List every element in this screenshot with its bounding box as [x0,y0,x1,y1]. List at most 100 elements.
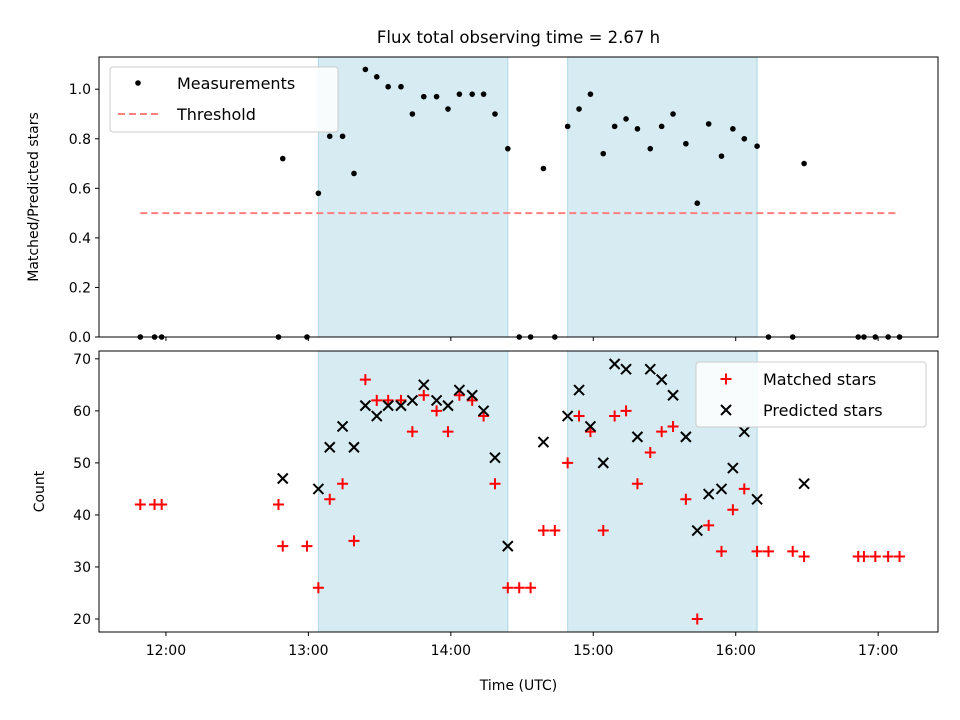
measurement-point [362,66,369,73]
measurement-point [373,74,380,80]
predicted-star-point [277,472,289,485]
measurement-point [315,190,322,197]
matched-star-point [371,394,383,406]
measurement-point [480,91,487,97]
matched-star-point [406,426,418,438]
predicted-star-point [348,441,360,453]
predicted-star-point [430,394,443,407]
predicted-star-point [751,493,763,506]
measurement-point [433,93,440,100]
measurement-point [564,123,571,130]
measurement-point [754,143,760,150]
legend-label-measurements: Measurements [177,74,295,93]
measurement-point [469,91,476,97]
predicted-star-point [489,451,501,464]
axes-frame [98,350,939,633]
predicted-star-point [584,420,597,433]
matched-star-point [584,426,596,438]
predicted-star-point [620,363,632,375]
matched-star-point [337,478,349,490]
predicted-star-point [655,373,668,386]
predicted-star-point [395,399,407,412]
y-tick-label: 40 [73,508,91,524]
matched-star-point [727,504,739,516]
matched-star-point [858,551,870,563]
matched-star-point [395,394,407,406]
measurement-point [492,111,498,117]
matched-star-point [680,493,692,505]
measurement-point [398,83,404,90]
matched-star-point [562,457,574,469]
matched-star-point [656,426,668,438]
measurement-point [456,91,463,97]
predicted-star-point [680,431,692,443]
measurement-point [611,123,618,130]
chart-title: Flux total observing time = 2.67 h [377,28,660,47]
legend-marker-predicted [720,404,732,416]
legend-label-predicted: Predicted stars [763,401,883,420]
predicted-star-point [798,477,810,490]
y-tick-label: 0.4 [69,231,91,247]
legend-label-threshold: Threshold [176,105,256,124]
measurement-point [694,200,701,206]
predicted-star-point [406,394,419,407]
matched-star-point [869,551,881,563]
matched-star-point [442,426,454,438]
top-axes-ratio: 0.0 0.2 0.4 0.6 0.8 1.0 Matched/Predicted star… [26,56,939,346]
measurement-point [801,160,807,167]
predicted-star-point [537,436,550,448]
predicted-star-point [644,363,656,375]
y-axis-label: Matched/Predicted stars [26,112,42,282]
measurement-point [339,133,346,140]
predicted-star-point [573,384,585,396]
x-tick-label: 13:00 [288,643,328,659]
y-tick-label: 70 [73,352,91,368]
measurement-point [730,126,736,132]
predicted-star-point [667,389,679,401]
measurement-point [279,155,286,162]
predicted-star-point [382,399,394,412]
measurement-point [587,91,594,97]
measurement-point [705,121,712,127]
measurement-point [670,111,676,117]
predicted-star-point [715,483,728,495]
measurement-point [576,106,582,112]
matched-star-point [549,525,561,537]
matched-star-point [156,499,168,511]
measurement-point [683,140,689,147]
predicted-star-point [324,441,336,453]
y-tick-label: 60 [73,404,91,420]
predicted-star-point [502,540,514,552]
measurement-point [409,111,416,117]
measurement-point [634,126,641,132]
predicted-star-point [336,420,349,433]
shaded-span [567,56,758,338]
matched-star-point [882,551,894,563]
matched-star-point [609,410,621,422]
predicted-star-point [466,389,478,401]
measurement-point [623,116,629,122]
matched-star-point [359,374,371,386]
predicted-star-point [359,399,372,412]
x-tick-label: 15:00 [573,643,613,659]
shaded-span [317,350,509,633]
matched-star-point [277,540,289,552]
matched-star-point [620,405,632,417]
measurement-point [658,123,665,130]
predicted-star-point [477,405,490,417]
predicted-star-point [453,384,466,396]
matched-star-point [787,545,799,557]
matched-star-point [798,551,810,563]
x-tick-label: 12:00 [146,643,186,659]
y-tick-label: 20 [73,612,91,628]
matched-star-point [525,582,537,594]
legend: Matched stars Predicted stars [695,361,927,428]
matched-star-point [703,519,715,531]
predicted-star-point [561,410,574,422]
predicted-star-point [631,431,644,443]
y-tick-label: 0.6 [69,181,91,197]
matched-star-point [324,493,336,505]
matched-star-point [691,613,703,625]
predicted-star-point [691,524,703,537]
measurement-point [540,165,547,172]
